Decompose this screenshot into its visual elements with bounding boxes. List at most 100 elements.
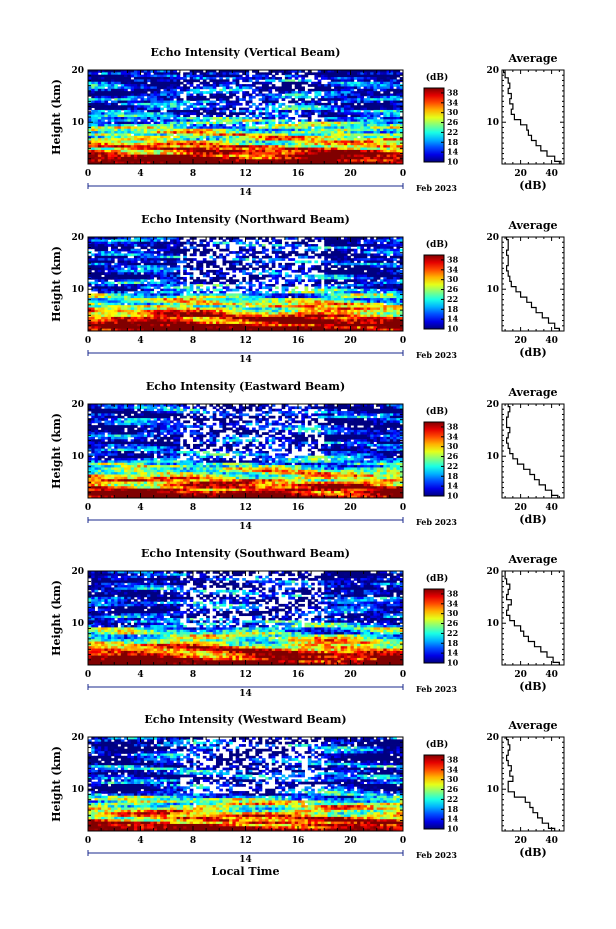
heatmap-cell [262, 98, 266, 101]
heatmap-cell [121, 256, 125, 259]
heatmap-cell [91, 77, 95, 80]
heatmap-cell [354, 150, 358, 153]
heatmap-cell [328, 129, 332, 132]
heatmap-cell [134, 79, 138, 82]
heatmap-cell [334, 155, 338, 158]
heatmap-cell [278, 246, 282, 249]
heatmap-cell [163, 79, 167, 82]
heatmap-cell [226, 122, 230, 125]
heatmap-cell [239, 152, 243, 155]
heatmap-cell [114, 143, 118, 146]
heatmap-cell [144, 103, 148, 106]
heatmap-cell [298, 133, 302, 136]
heatmap-cell [301, 89, 305, 92]
heatmap-cell [373, 157, 377, 160]
heatmap-cell [341, 86, 345, 89]
heatmap-cell [337, 253, 341, 256]
heatmap-cell [173, 129, 177, 132]
heatmap-cell [114, 150, 118, 153]
heatmap-cell [104, 79, 108, 82]
heatmap-cell [196, 119, 200, 122]
heatmap-cell [341, 82, 345, 85]
heatmap-cell [232, 159, 236, 162]
heatmap-cell [354, 75, 358, 78]
heatmap-cell [288, 258, 292, 261]
heatmap-cell [262, 82, 266, 85]
heatmap-cell [111, 82, 115, 85]
heatmap-cell [196, 126, 200, 129]
heatmap-cell [157, 263, 161, 266]
heatmap-cell [311, 138, 315, 141]
heatmap-cell [167, 131, 171, 134]
heatmap-cell [131, 155, 135, 158]
heatmap-cell [183, 138, 187, 141]
heatmap-cell [141, 101, 145, 104]
heatmap-cell [393, 143, 397, 146]
heatmap-cell [173, 261, 177, 264]
heatmap-cell [134, 129, 138, 132]
heatmap-cell [265, 126, 269, 129]
heatmap-cell [393, 141, 397, 144]
heatmap-cell [341, 157, 345, 160]
heatmap-cell [259, 119, 263, 122]
heatmap-cell [298, 148, 302, 151]
heatmap-cell [114, 119, 118, 122]
heatmap-cell [282, 138, 286, 141]
heatmap-cell [354, 136, 358, 139]
heatmap-cell [282, 131, 286, 134]
heatmap-cell [357, 84, 361, 87]
heatmap-cell [393, 150, 397, 153]
heatmap-cell [226, 129, 230, 132]
heatmap-cell [163, 117, 167, 120]
heatmap-cell [134, 112, 138, 115]
heatmap-cell [314, 265, 318, 268]
heatmap-cell [321, 152, 325, 155]
heatmap-cell [239, 110, 243, 113]
heatmap-cell [104, 261, 108, 264]
heatmap-cell [141, 261, 145, 264]
heatmap-cell [305, 72, 309, 75]
heatmap-cell [278, 239, 282, 242]
heatmap-cell [121, 272, 125, 275]
heatmap-cell [272, 157, 276, 160]
heatmap-cell [219, 112, 223, 115]
heatmap-cell [314, 131, 318, 134]
heatmap-cell [308, 155, 312, 158]
heatmap-cell [163, 119, 167, 122]
heatmap-cell [305, 82, 309, 85]
heatmap-cell [272, 131, 276, 134]
heatmap-cell [370, 103, 374, 106]
heatmap-cell [387, 131, 391, 134]
heatmap-cell [173, 126, 177, 129]
heatmap-cell [213, 129, 217, 132]
heatmap-cell [111, 148, 115, 151]
heatmap-cell [331, 157, 335, 160]
heatmap-cell [367, 126, 371, 129]
heatmap-cell [393, 72, 397, 75]
heatmap-cell [337, 129, 341, 132]
heatmap-cell [387, 268, 391, 271]
heatmap-cell [206, 115, 210, 118]
heatmap-cell [101, 124, 105, 127]
heatmap-cell [249, 141, 253, 144]
heatmap-cell [344, 138, 348, 141]
heatmap-cell [318, 268, 322, 271]
heatmap-cell [236, 119, 240, 122]
heatmap-cell [183, 77, 187, 80]
heatmap-cell [249, 242, 253, 245]
heatmap-cell [364, 126, 368, 129]
heatmap-cell [190, 265, 194, 268]
heatmap-cell [196, 129, 200, 132]
heatmap-cell [249, 145, 253, 148]
heatmap-cell [157, 261, 161, 264]
heatmap-cell [98, 115, 102, 118]
heatmap-cell [98, 82, 102, 85]
heatmap-cell [301, 239, 305, 242]
heatmap-cell [127, 108, 131, 111]
heatmap-cell [321, 89, 325, 92]
heatmap-cell [134, 86, 138, 89]
heatmap-cell [278, 141, 282, 144]
heatmap-cell [95, 101, 99, 104]
heatmap-cell [239, 258, 243, 261]
heatmap-cell [318, 253, 322, 256]
